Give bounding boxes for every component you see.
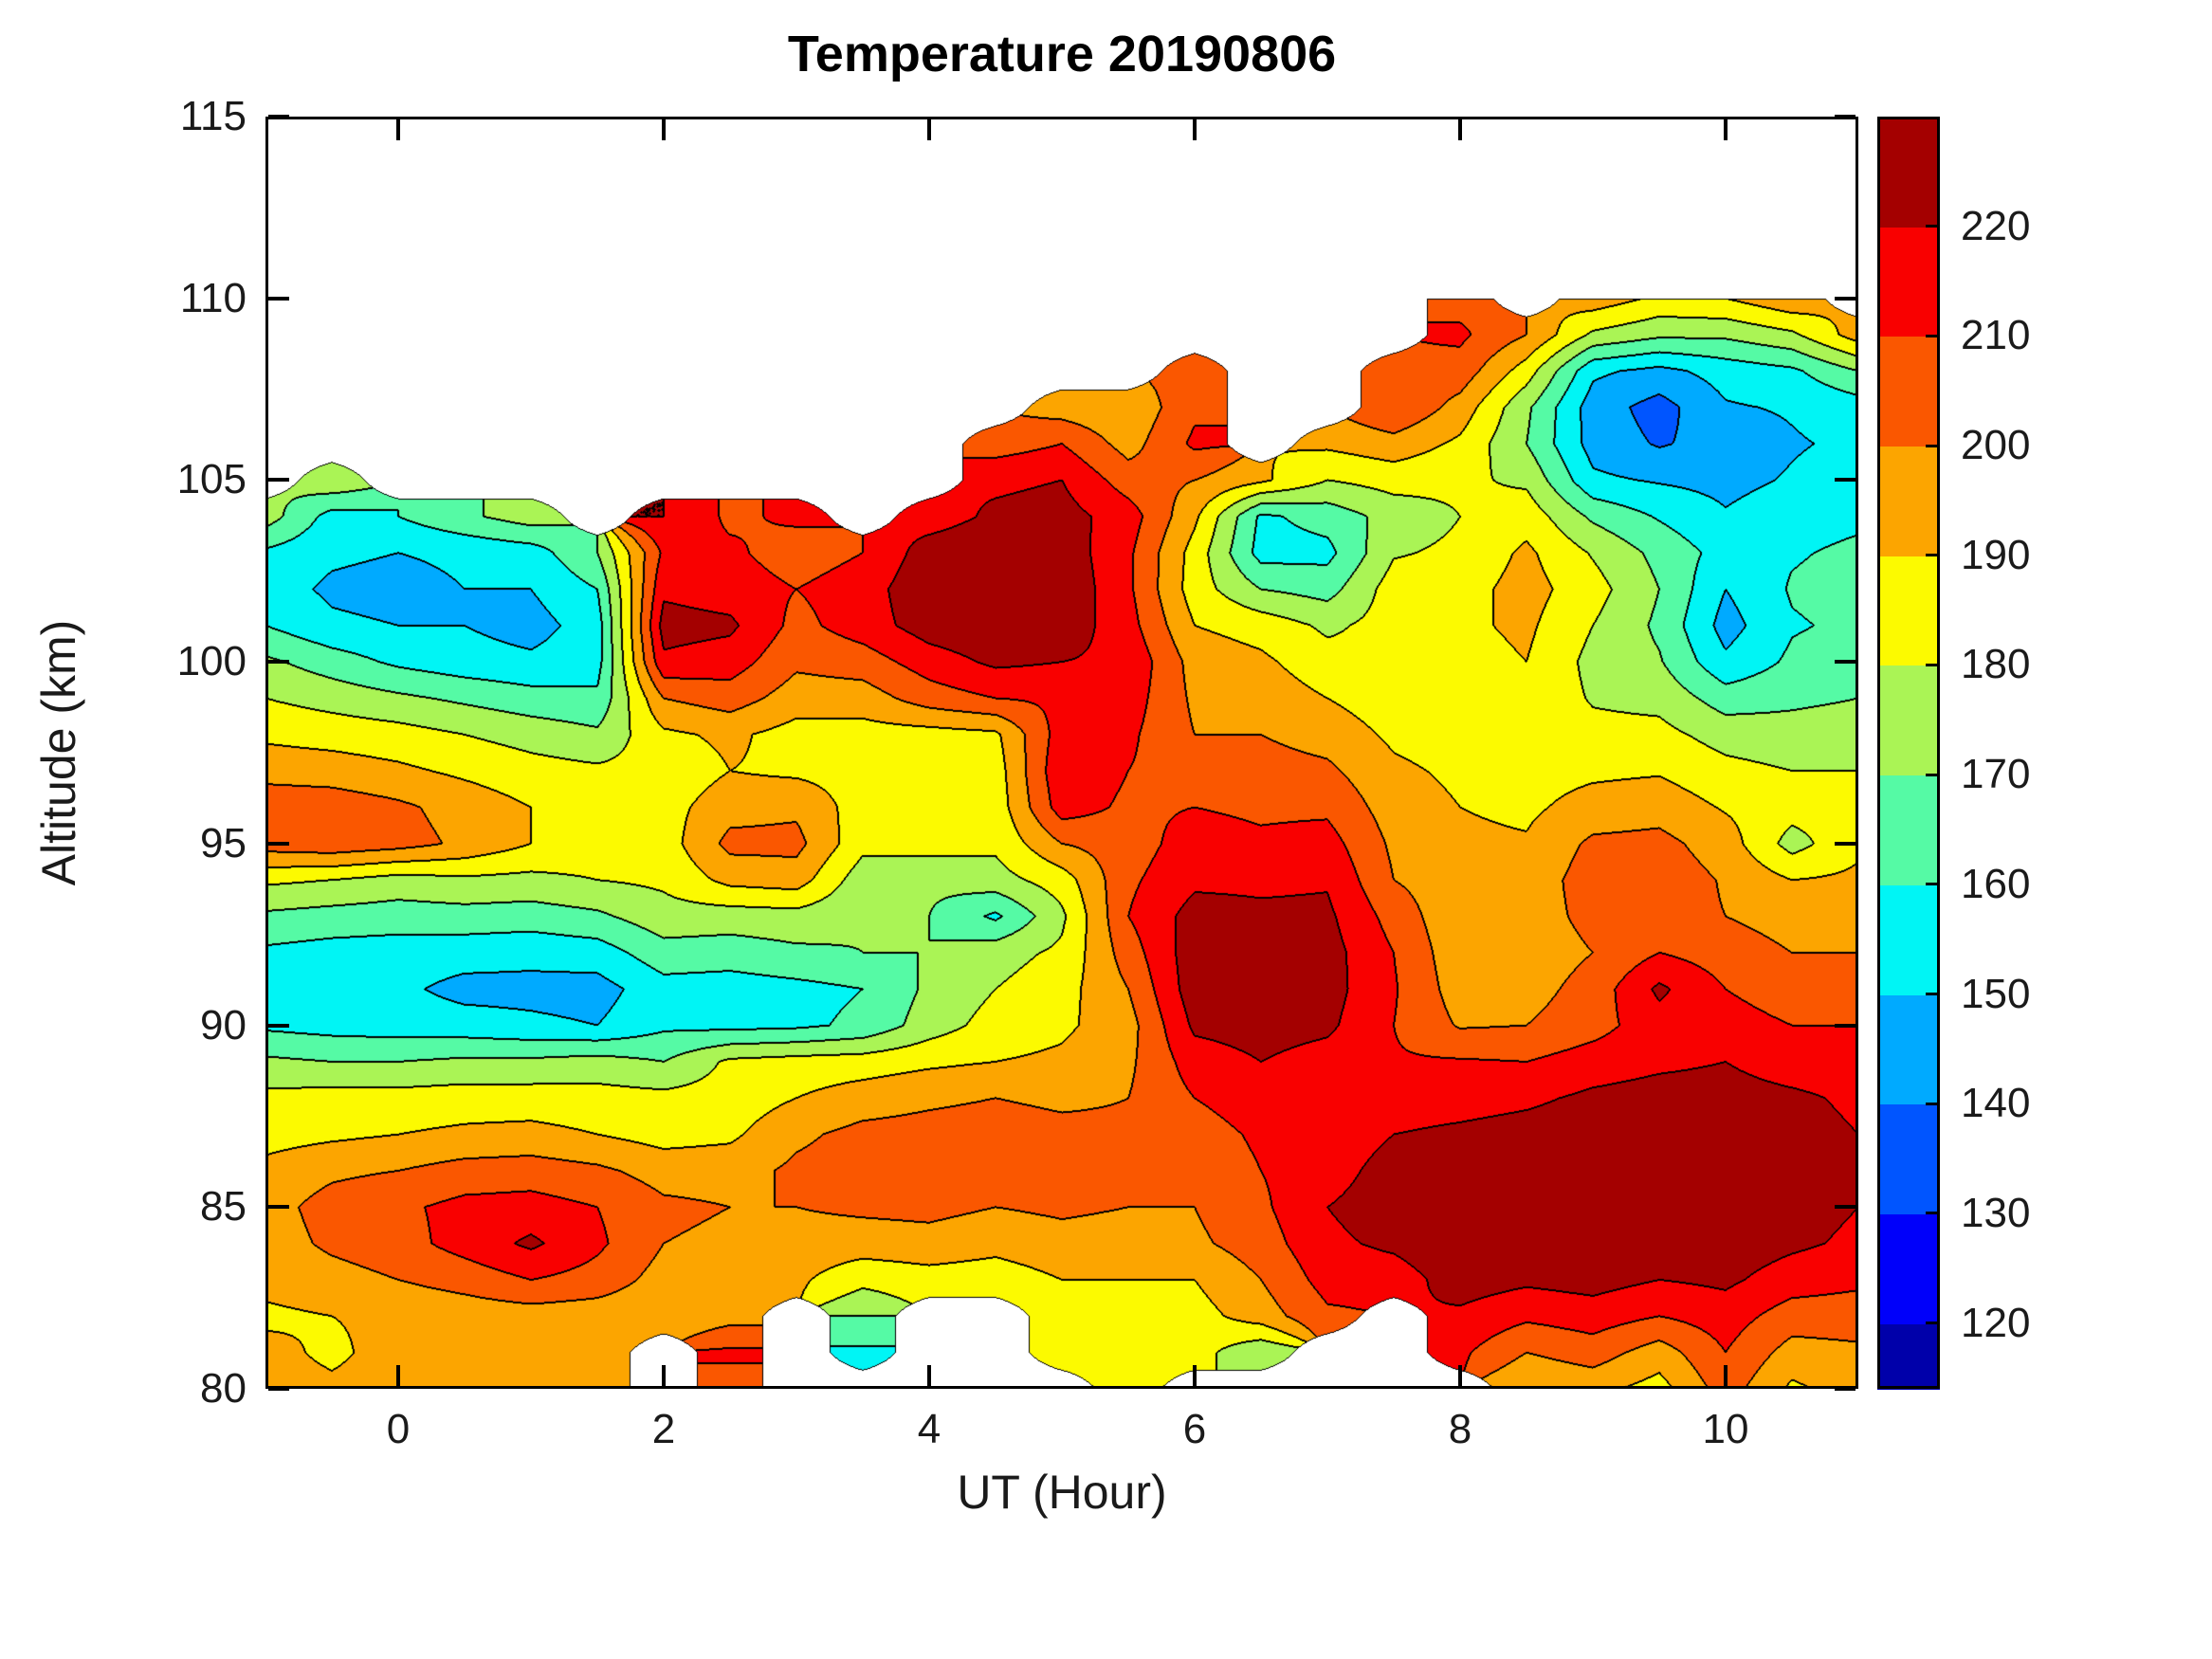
colorbar-band <box>1877 665 1940 776</box>
x-tick-top <box>1724 119 1728 140</box>
x-tick-label: 0 <box>386 1406 411 1452</box>
x-tick-label: 4 <box>917 1406 941 1452</box>
y-tick-label: 100 <box>176 638 247 685</box>
x-tick <box>927 1365 931 1386</box>
y-axis-label: Altitude (km) <box>32 619 85 886</box>
y-tick-right <box>1835 841 1856 846</box>
x-tick-label: 6 <box>1182 1406 1207 1452</box>
colorbar <box>1877 117 1940 1390</box>
x-tick <box>1724 1365 1728 1386</box>
x-tick-top <box>1193 119 1197 140</box>
x-tick-top <box>927 119 931 140</box>
y-tick-right <box>1835 296 1856 301</box>
colorbar-tick <box>1926 225 1937 228</box>
colorbar-tick <box>1926 444 1937 447</box>
colorbar-tick <box>1926 1212 1937 1215</box>
colorbar-tick-label: 210 <box>1961 312 2031 359</box>
colorbar-tick <box>1926 334 1937 337</box>
colorbar-tick <box>1926 554 1937 557</box>
colorbar-tick-label: 130 <box>1961 1189 2031 1236</box>
colorbar-tick-label: 180 <box>1961 641 2031 688</box>
colorbar-tick-label: 160 <box>1961 860 2031 907</box>
y-tick-right <box>1835 1023 1856 1028</box>
colorbar-band <box>1877 1322 1940 1390</box>
colorbar-tick <box>1926 993 1937 996</box>
y-tick <box>268 115 289 118</box>
contour-plot <box>265 117 1858 1389</box>
colorbar-tick-label: 200 <box>1961 422 2031 469</box>
x-tick-top <box>1458 119 1462 140</box>
x-tick-top <box>396 119 400 140</box>
y-tick-right <box>1835 115 1856 118</box>
colorbar-band <box>1877 117 1940 228</box>
colorbar-tick-label: 190 <box>1961 531 2031 578</box>
colorbar-band <box>1877 1212 1940 1324</box>
y-tick-label: 80 <box>200 1365 247 1412</box>
y-tick-right <box>1835 660 1856 665</box>
y-tick <box>268 1023 289 1028</box>
colorbar-tick-label: 170 <box>1961 751 2031 798</box>
y-tick-right <box>1835 1205 1856 1210</box>
y-tick <box>268 660 289 665</box>
colorbar-tick <box>1926 1322 1937 1325</box>
colorbar-band <box>1877 226 1940 337</box>
x-tick <box>1193 1365 1197 1386</box>
x-tick-label: 2 <box>651 1406 676 1452</box>
y-tick-right <box>1835 1387 1856 1391</box>
chart-title: Temperature 20190806 <box>787 26 1337 82</box>
colorbar-tick-label: 150 <box>1961 970 2031 1017</box>
colorbar-band <box>1877 336 1940 447</box>
colorbar-tick <box>1926 663 1937 666</box>
y-tick-label: 110 <box>179 274 247 321</box>
colorbar-band <box>1877 994 1940 1105</box>
y-tick-label: 85 <box>200 1183 247 1231</box>
x-tick-label: 10 <box>1702 1406 1749 1452</box>
x-tick <box>396 1365 400 1386</box>
y-tick-label: 95 <box>200 819 247 866</box>
x-tick-top <box>662 119 666 140</box>
y-tick <box>268 1205 289 1210</box>
y-tick <box>268 296 289 301</box>
colorbar-band <box>1877 555 1940 666</box>
y-tick-right <box>1835 478 1856 483</box>
y-tick <box>268 841 289 846</box>
colorbar-band <box>1877 446 1940 556</box>
colorbar-tick <box>1926 1102 1937 1105</box>
colorbar-band <box>1877 775 1940 885</box>
x-tick <box>662 1365 666 1386</box>
x-tick <box>1458 1365 1462 1386</box>
y-tick-label: 90 <box>200 1001 247 1048</box>
y-tick <box>268 1387 289 1391</box>
x-tick-label: 8 <box>1448 1406 1472 1452</box>
colorbar-tick <box>1926 773 1937 776</box>
colorbar-tick-label: 140 <box>1961 1080 2031 1127</box>
x-axis-label: UT (Hour) <box>957 1466 1167 1519</box>
colorbar-tick-label: 220 <box>1961 202 2031 249</box>
colorbar-band <box>1877 884 1940 995</box>
y-tick-label: 105 <box>176 456 247 503</box>
colorbar-band <box>1877 1103 1940 1214</box>
y-tick <box>268 478 289 483</box>
y-tick-label: 115 <box>179 93 247 139</box>
colorbar-tick-label: 120 <box>1961 1299 2031 1346</box>
colorbar-tick <box>1926 883 1937 886</box>
